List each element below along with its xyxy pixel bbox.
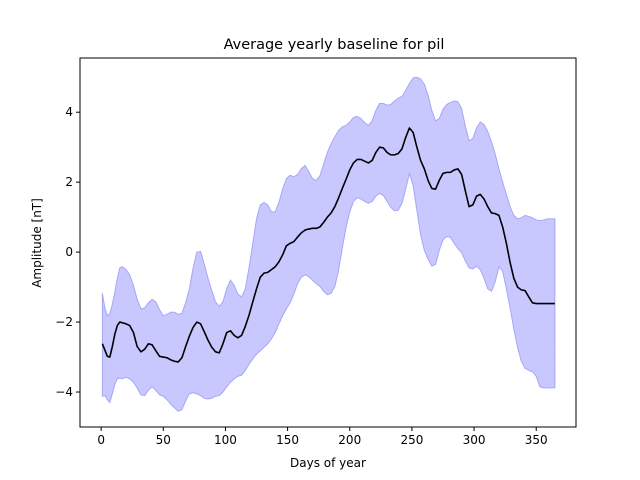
y-tick-label: −2 [55, 315, 73, 329]
x-tick-label: 0 [97, 433, 105, 447]
x-tick-label: 350 [525, 433, 548, 447]
x-tick-label: 300 [463, 433, 486, 447]
x-tick-label: 150 [276, 433, 299, 447]
y-tick-label: 0 [65, 245, 73, 259]
y-axis-label: Amplitude [nT] [30, 198, 44, 288]
y-tick-label: 4 [65, 105, 73, 119]
x-axis-label: Days of year [290, 456, 366, 470]
mean-line [101, 127, 555, 363]
x-tick-label: 250 [400, 433, 423, 447]
x-tick-label: 100 [214, 433, 237, 447]
y-tick-label: −4 [55, 385, 73, 399]
chart-title: Average yearly baseline for pil [224, 37, 445, 53]
y-tick-label: 2 [65, 175, 73, 189]
confidence-band [101, 76, 556, 412]
x-tick-label: 50 [156, 433, 171, 447]
x-axis-ticks: 0 50 100 150 200 250 300 350 [97, 427, 548, 447]
plot-frame [79, 57, 577, 428]
plot-layer [101, 76, 556, 412]
x-tick-label: 200 [338, 433, 361, 447]
y-axis-ticks: −4 −2 0 2 4 [55, 105, 80, 399]
